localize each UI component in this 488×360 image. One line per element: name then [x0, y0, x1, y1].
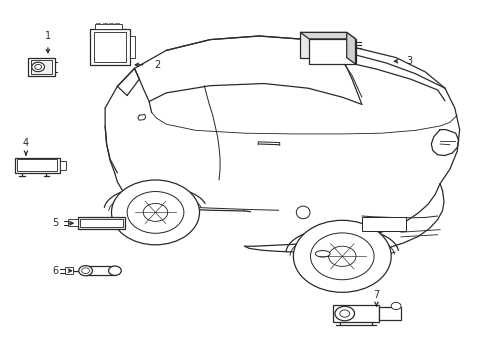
Text: 2: 2 — [154, 60, 160, 70]
Bar — [332, 305, 378, 322]
Circle shape — [328, 246, 355, 266]
Polygon shape — [346, 32, 355, 64]
Bar — [96, 23, 100, 24]
Text: 5: 5 — [52, 218, 59, 228]
Ellipse shape — [315, 251, 329, 257]
FancyBboxPatch shape — [308, 39, 355, 64]
Bar — [361, 217, 405, 231]
Bar — [78, 217, 124, 229]
Circle shape — [334, 306, 354, 321]
Bar — [90, 29, 129, 65]
Bar — [94, 32, 125, 62]
Circle shape — [339, 310, 349, 317]
Circle shape — [127, 192, 183, 233]
Circle shape — [143, 203, 167, 221]
Circle shape — [310, 233, 373, 280]
Circle shape — [32, 62, 44, 72]
Ellipse shape — [296, 206, 309, 219]
Text: 1: 1 — [45, 31, 51, 41]
Circle shape — [111, 180, 199, 245]
Circle shape — [35, 64, 41, 69]
Bar — [80, 219, 122, 227]
Bar — [378, 307, 400, 320]
Bar — [102, 23, 106, 24]
Bar — [95, 24, 122, 29]
Circle shape — [390, 302, 400, 310]
Text: 7: 7 — [373, 289, 379, 300]
Circle shape — [81, 268, 89, 274]
Circle shape — [293, 220, 390, 292]
Polygon shape — [300, 32, 355, 39]
Bar — [31, 60, 52, 74]
Bar — [15, 158, 60, 173]
Text: 3: 3 — [405, 56, 411, 66]
Bar — [115, 23, 119, 24]
Bar — [85, 266, 115, 275]
Bar — [65, 267, 73, 274]
FancyBboxPatch shape — [300, 32, 346, 58]
Bar — [28, 58, 55, 76]
Text: 6: 6 — [52, 266, 59, 276]
Bar — [129, 36, 135, 58]
Bar — [346, 41, 356, 49]
Bar — [60, 161, 65, 170]
Circle shape — [108, 266, 121, 275]
Text: 4: 4 — [23, 138, 29, 148]
Bar — [109, 23, 113, 24]
Bar — [68, 219, 78, 226]
Bar — [17, 159, 57, 171]
Circle shape — [79, 266, 92, 276]
